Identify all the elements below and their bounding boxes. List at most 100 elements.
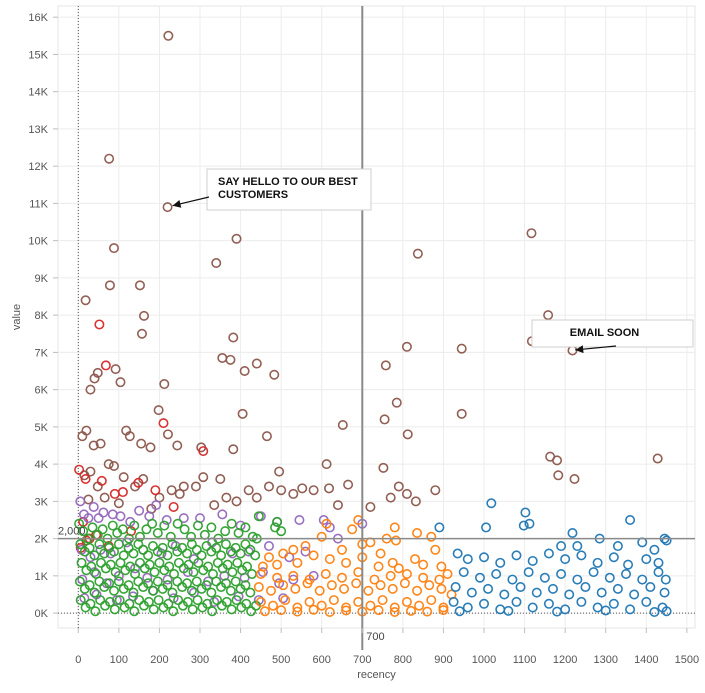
data-point (410, 496, 421, 507)
data-point (290, 583, 301, 594)
data-point (104, 578, 115, 589)
data-point (168, 593, 179, 604)
data-point (276, 605, 287, 616)
data-point (113, 539, 124, 550)
data-point (134, 557, 145, 568)
data-point (130, 563, 141, 574)
data-point (231, 496, 242, 507)
data-point (162, 202, 173, 213)
data-point (320, 568, 331, 579)
data-point (556, 568, 567, 579)
y-tick-label: 11K (29, 198, 48, 210)
data-point (98, 507, 109, 518)
y-reference-label: 2,000 (58, 526, 86, 538)
data-point (129, 606, 140, 617)
data-point (133, 477, 144, 488)
data-point (625, 604, 636, 615)
data-point (138, 544, 149, 555)
data-point (324, 554, 335, 565)
data-point (240, 522, 251, 533)
data-point (85, 466, 96, 477)
data-point (572, 574, 583, 585)
data-point (263, 541, 274, 552)
data-point (166, 485, 177, 496)
data-point (174, 488, 185, 499)
data-point (456, 343, 467, 354)
data-point (108, 460, 119, 471)
data-point (389, 522, 400, 533)
data-point (89, 550, 100, 561)
data-point (144, 559, 155, 570)
data-point (85, 598, 96, 609)
data-point (253, 582, 264, 593)
data-point (157, 542, 168, 553)
y-tick-label: 1K (35, 571, 49, 583)
data-point (479, 598, 490, 609)
data-point (209, 500, 220, 511)
data-point (436, 561, 447, 572)
data-point (172, 440, 183, 451)
data-point (539, 572, 550, 583)
data-point (128, 587, 139, 598)
data-point (266, 585, 277, 596)
data-point (123, 542, 134, 553)
x-reference-label: 700 (366, 631, 384, 643)
data-point (543, 310, 554, 321)
x-tick-label: 1400 (634, 654, 658, 666)
x-tick-label: 800 (394, 654, 412, 666)
data-point (87, 522, 98, 533)
data-point (393, 481, 404, 492)
axes: 0 100 200 300 400 500 600 700 800 900 1000 1100 1200… (11, 12, 699, 681)
data-point (625, 514, 636, 525)
data-point (162, 574, 173, 585)
data-point (324, 606, 335, 617)
data-point (230, 542, 241, 553)
data-point (462, 554, 473, 565)
data-point (608, 598, 619, 609)
data-point (202, 598, 213, 609)
x-axis-title: recency (357, 669, 396, 681)
data-point (115, 377, 126, 388)
data-point (143, 596, 154, 607)
data-point (649, 544, 660, 555)
data-point (257, 567, 268, 578)
y-tick-label: 2K (35, 534, 49, 546)
data-point (227, 567, 238, 578)
data-point (436, 583, 447, 594)
data-point (380, 360, 391, 371)
data-point (183, 559, 194, 570)
data-point (237, 408, 248, 419)
data-point (424, 580, 435, 591)
data-point (168, 501, 179, 512)
data-point (136, 328, 147, 339)
data-point (499, 589, 510, 600)
data-point (186, 539, 197, 550)
data-point (163, 30, 174, 41)
data-point (401, 568, 412, 579)
data-point (263, 481, 274, 492)
data-point (661, 535, 672, 546)
data-point (233, 528, 244, 539)
data-point (414, 600, 425, 611)
data-point (178, 481, 189, 492)
data-point (172, 518, 183, 529)
data-point (94, 576, 105, 587)
annotation-arrow-head (172, 199, 182, 208)
data-point (337, 420, 348, 431)
data-point (84, 580, 95, 591)
data-point (518, 520, 529, 531)
data-point (543, 598, 554, 609)
x-tick-label: 1200 (553, 654, 577, 666)
data-point (114, 595, 125, 606)
data-point (527, 602, 538, 613)
data-point (612, 541, 623, 552)
data-point (410, 554, 421, 565)
x-tick-label: 600 (313, 654, 331, 666)
data-point (641, 554, 652, 565)
data-points (74, 30, 672, 617)
data-point (302, 578, 313, 589)
data-point (343, 479, 354, 490)
data-point (255, 596, 266, 607)
